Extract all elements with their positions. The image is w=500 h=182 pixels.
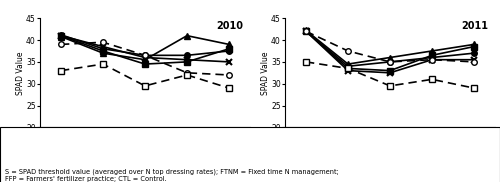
Y-axis label: SPAD Value: SPAD Value [16,51,24,95]
X-axis label: Days after transplanting: Days after transplanting [98,142,192,151]
Y-axis label: SPAD Value: SPAD Value [260,51,270,95]
Text: 2011: 2011 [462,21,488,31]
Text: S = SPAD threshold value (averaged over N top dressing rates); FTNM = Fixed time: S = SPAD threshold value (averaged over … [5,169,339,182]
Text: 2010: 2010 [216,21,244,31]
X-axis label: Days after transplanting: Days after transplanting [343,142,437,151]
